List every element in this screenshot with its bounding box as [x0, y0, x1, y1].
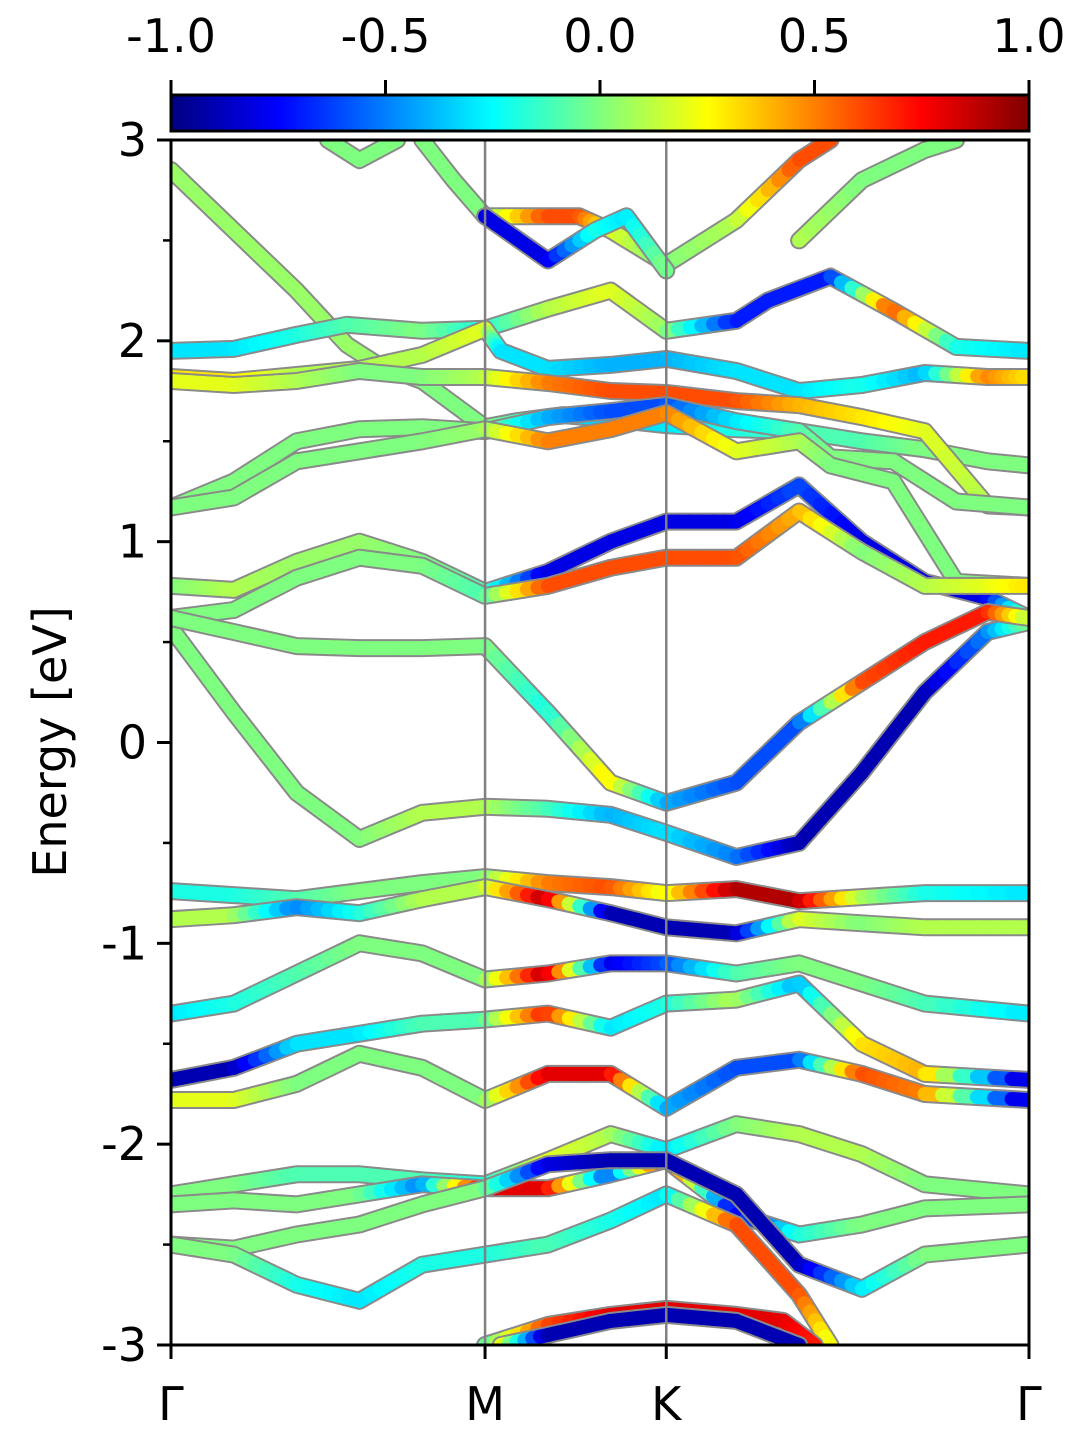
band-23	[319, 140, 407, 170]
band-12	[171, 934, 1029, 1023]
y-tick-label: -3	[101, 1318, 147, 1372]
y-tick-label: 0	[118, 716, 147, 770]
band-10	[171, 868, 1029, 911]
band-7	[171, 502, 1029, 627]
y-tick-label: -2	[101, 1117, 147, 1171]
colorbar-tick-label: -0.5	[341, 9, 431, 63]
x-tick-label: M	[465, 1377, 505, 1431]
colorbar-tick-label: 0.0	[563, 9, 636, 63]
y-axis-ticks: -3 -2 -1 0 1 2 3	[101, 113, 171, 1372]
band-segment	[1004, 1005, 1029, 1021]
y-tick-label: 1	[118, 515, 147, 569]
band-13	[171, 974, 1029, 1089]
band-8	[171, 613, 1029, 866]
x-tick-label: Γ	[1016, 1377, 1042, 1431]
band-segment	[1004, 1197, 1029, 1213]
band-segment	[1004, 1092, 1029, 1107]
band-segment	[1009, 343, 1029, 358]
y-axis-label: Energy [eV]	[23, 606, 77, 877]
band-segment	[1004, 1071, 1029, 1087]
colorbar-ticks: -1.0 -0.5 0.0 0.5 1.0	[126, 9, 1066, 95]
band-1	[171, 267, 1029, 360]
band-segment	[1004, 1185, 1029, 1202]
band-11	[171, 878, 1029, 943]
band-24	[790, 140, 966, 250]
band-3	[171, 362, 1029, 517]
band-14	[171, 1044, 1029, 1117]
band-17	[171, 1151, 1029, 1298]
band-18	[171, 1185, 840, 1345]
x-tick-label: K	[651, 1377, 683, 1431]
y-tick-label: -1	[101, 916, 147, 970]
band-21	[413, 140, 840, 274]
band-9	[171, 603, 1029, 812]
y-tick-label: 3	[118, 113, 147, 167]
kpath-dividers	[483, 140, 668, 1345]
colorbar-tick-label: -1.0	[126, 9, 216, 63]
band-22	[476, 207, 676, 280]
colorbar-tick-label: 0.5	[778, 9, 851, 63]
band-segment	[1004, 1237, 1029, 1254]
band-20	[491, 1305, 809, 1345]
y-tick-label: 2	[118, 314, 147, 368]
x-tick-label: Γ	[158, 1377, 184, 1431]
band-series	[171, 140, 1029, 1345]
band-segment	[1009, 499, 1029, 515]
colorbar-tick-label: 1.0	[992, 9, 1065, 63]
colorbar	[169, 93, 1031, 133]
